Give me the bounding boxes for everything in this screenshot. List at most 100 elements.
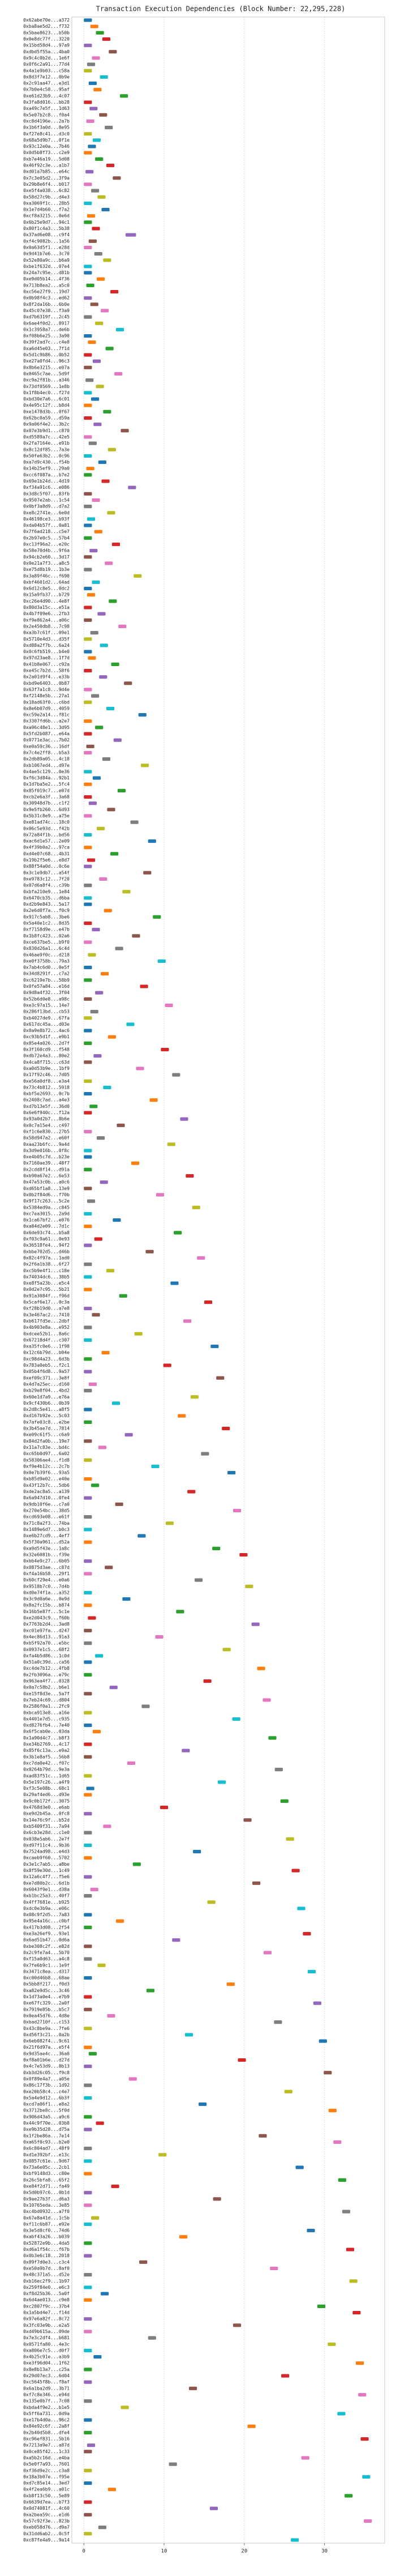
- y-tick-label: 0x0937e1c5...68f2: [23, 1647, 70, 1652]
- task-bar: [222, 1426, 230, 1431]
- task-bar: [87, 1199, 96, 1203]
- y-tick-label: 0x43f12b7c...5db6: [23, 1483, 70, 1488]
- y-tick-label: 0xd5589a7c...42e5: [23, 434, 70, 440]
- task-bar: [84, 1477, 92, 1481]
- task-bar: [209, 2506, 218, 2510]
- y-tick-label: 0xa806e7c5...d0f7: [23, 2348, 70, 2353]
- y-tick-label: 0xa7d9c430...f54b: [23, 460, 70, 465]
- task-bar: [84, 2430, 92, 2434]
- plot-frame: [71, 16, 385, 2544]
- task-bar: [86, 744, 94, 748]
- y-tick-label: 0xf15a0d63...a4c8: [23, 1956, 70, 1961]
- y-tick-label: 0xf28b19d0...a7e8: [23, 1306, 70, 1311]
- task-bar: [84, 2172, 92, 2176]
- task-bar: [243, 1818, 252, 1822]
- y-tick-label: 0x43c8be9a...7fe6: [23, 2026, 70, 2031]
- y-tick-label: 0x1c3958a7...de6b: [23, 327, 70, 332]
- y-tick-label: 0x37ad6e08...c9f4: [23, 232, 70, 237]
- task-bar: [98, 2526, 106, 2530]
- task-bar: [172, 1073, 180, 1077]
- y-tick-label: 0x31dd6ab2...0c5f: [23, 2531, 70, 2536]
- task-bar: [84, 1660, 92, 1664]
- task-bar: [328, 2342, 336, 2346]
- y-tick-label: 0x9d8a4f32...3f04: [23, 990, 70, 995]
- y-tick-label: 0xa49c7e5f...1d63: [23, 106, 70, 111]
- task-bar: [233, 2323, 242, 2327]
- task-bar: [84, 2045, 92, 2049]
- task-bar: [90, 1010, 98, 1014]
- task-bar: [324, 2071, 332, 2075]
- task-bar: [84, 353, 92, 357]
- y-tick-label: 0xf9e862a4...a06c: [23, 617, 70, 622]
- y-tick-label: 0x9507e2ab...1c54: [23, 497, 70, 502]
- y-tick-label: 0xf6c3d84a...92b1: [23, 775, 70, 781]
- task-bar: [259, 2134, 267, 2138]
- task-bar: [174, 1231, 182, 1235]
- task-bar: [84, 1167, 92, 1171]
- y-tick-label: 0xc01e97fa...d247: [23, 1628, 70, 1633]
- task-bar: [84, 536, 92, 540]
- y-tick-label: 0xe45c7b2d...58f6: [23, 668, 70, 673]
- task-bar: [247, 2424, 256, 2428]
- y-tick-label: 0xf1c6e830...27b5: [23, 1129, 70, 1134]
- y-tick-label: 0x7e3c2df4...b681: [23, 2335, 70, 2340]
- y-tick-label: 0xd01a7b85...e64c: [23, 169, 70, 174]
- task-bar: [84, 1357, 92, 1361]
- task-bar: [84, 795, 92, 799]
- task-bar: [88, 953, 96, 957]
- y-tick-label: 0x0a9e8b72...4ac6: [23, 1028, 70, 1033]
- y-tick-label: 0x3fc03e9b...e2a5: [23, 2323, 70, 2328]
- y-tick-label: 0x46ae9f0c...d218: [23, 952, 70, 957]
- task-bar: [85, 378, 94, 382]
- y-tick-label: 0x135e0b7f...7c08: [23, 2399, 70, 2404]
- task-bar: [88, 1616, 96, 1620]
- y-tick-label: 0x2c9fe7a4...5b70: [23, 1950, 70, 1955]
- y-tick-label: 0x97d23ae8...1f7d: [23, 655, 70, 660]
- task-bar: [141, 1704, 150, 1708]
- task-bar: [118, 624, 127, 629]
- y-tick-label: 0x2e6d0f7a...f0c9: [23, 908, 70, 913]
- task-bar: [119, 1294, 127, 1298]
- task-bar: [96, 1136, 105, 1140]
- task-bar: [84, 100, 92, 104]
- task-bar: [84, 1641, 92, 1645]
- task-bar: [84, 1287, 92, 1291]
- y-tick-label: 0x9a06f4e2...3b2c: [23, 422, 70, 427]
- y-tick-label: 0x62abe70e...a372: [23, 18, 70, 23]
- task-bar: [333, 2140, 342, 2144]
- task-bar: [102, 757, 111, 761]
- y-tick-label: 0x8d3f7e12...0b9e: [23, 74, 70, 79]
- task-bar: [128, 2077, 137, 2081]
- task-bar: [103, 410, 111, 413]
- y-tick-label: 0xe9783c12...7f20: [23, 876, 70, 881]
- task-bar: [84, 1995, 92, 1999]
- task-bar: [84, 650, 92, 654]
- y-tick-label: 0xc98d4a23...6d3b: [23, 1357, 70, 1362]
- y-tick-label: 0x95e4a16c...c0bf: [23, 1918, 70, 1924]
- y-tick-label: 0xb16ec2f9...1b97: [23, 2279, 70, 2284]
- task-bar: [169, 2462, 177, 2466]
- task-bar: [274, 1768, 283, 1772]
- y-tick-label: 0x5bae8623...b50b: [23, 30, 70, 35]
- task-bar: [88, 1382, 97, 1387]
- y-tick-label: 0x4ff7681e...b925: [23, 1900, 70, 1905]
- task-bar: [84, 435, 92, 439]
- task-bar: [84, 1079, 92, 1083]
- y-tick-label: 0x0a7c58b2...b6e1: [23, 1685, 70, 1690]
- y-tick-label: 0xf4c9082b...1a56: [23, 238, 70, 244]
- task-bar: [92, 227, 100, 231]
- task-bar: [84, 2468, 92, 2472]
- y-tick-label: 0x7919e85b...b5c7: [23, 2007, 70, 2012]
- y-tick-label: 0xcaeb9f60...5702: [23, 1856, 70, 1861]
- y-tick-label: 0x68a5d9b7...0f1e: [23, 138, 70, 143]
- y-tick-label: 0xa65f0c93...b2e0: [23, 2139, 70, 2144]
- task-bar: [88, 2052, 97, 2055]
- task-bar: [111, 2184, 119, 2189]
- y-tick-label: 0xc65b0d97...6a02: [23, 1451, 70, 1456]
- y-tick-label: 0x038e5ab6...2e7f: [23, 1836, 70, 1841]
- y-tick-label: 0x6eb082f4...9c61: [23, 2038, 70, 2044]
- task-bar: [106, 1269, 115, 1273]
- y-tick-label: 0x73df0569...1e8b: [23, 384, 70, 389]
- y-tick-label: 0x9e5fb260...6d93: [23, 807, 70, 812]
